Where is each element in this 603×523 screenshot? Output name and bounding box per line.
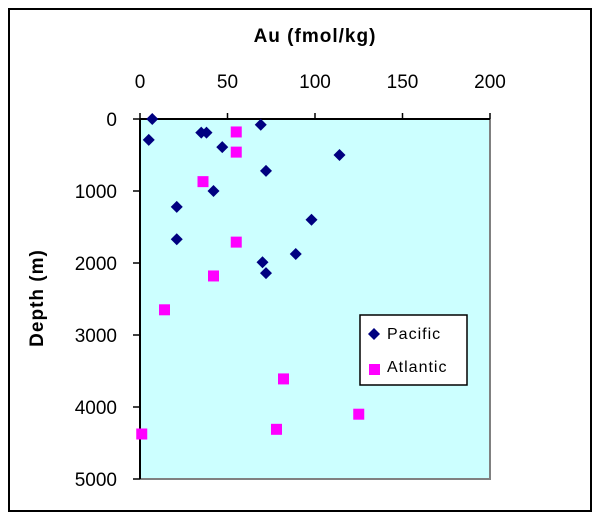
data-series <box>136 113 365 440</box>
data-point-diamond <box>333 149 346 161</box>
data-point-square <box>208 270 219 282</box>
plot-area <box>140 119 490 479</box>
data-point-square <box>278 373 289 385</box>
y-tick-label: 5000 <box>75 470 117 491</box>
data-point-diamond <box>200 126 213 139</box>
data-point-diamond <box>260 267 272 280</box>
data-point-diamond <box>170 233 183 246</box>
data-point-square <box>230 236 242 248</box>
y-tick-label: 4000 <box>75 398 117 419</box>
y-tick-label: 1000 <box>75 182 117 203</box>
x-tick-label: 50 <box>217 72 238 93</box>
x-tick-label: 0 <box>135 72 146 93</box>
data-point-square <box>353 408 365 420</box>
pacific-diamond-icon <box>368 328 380 340</box>
x-axis-title: Au (fmol/kg) <box>254 26 377 47</box>
data-point-diamond <box>256 256 269 269</box>
data-point-square <box>159 304 170 316</box>
data-point-diamond <box>289 248 302 260</box>
legend-label-atlantic: Atlantic <box>387 359 447 376</box>
data-point-diamond <box>170 200 183 213</box>
data-point-diamond <box>146 113 159 125</box>
y-axis-title: Depth (m) <box>27 249 48 347</box>
data-point-diamond <box>305 213 318 226</box>
x-tick-label: 100 <box>299 72 331 93</box>
data-point-square <box>197 176 209 188</box>
data-point-diamond <box>142 133 155 146</box>
legend-label-pacific: Pacific <box>387 326 441 343</box>
series-pacific <box>142 113 346 280</box>
y-tick-label: 0 <box>106 110 117 131</box>
atlantic-square-icon <box>369 364 380 375</box>
y-tick-label: 2000 <box>75 254 117 275</box>
data-point-square <box>230 126 242 138</box>
data-point-diamond <box>216 141 229 154</box>
y-tick-label: 3000 <box>75 326 117 347</box>
data-point-diamond <box>207 185 220 197</box>
x-axis-ticks: 0 50 100 150 200 <box>135 72 506 119</box>
x-tick-label: 150 <box>387 72 419 93</box>
data-point-square <box>136 428 148 440</box>
data-point-square <box>271 423 282 435</box>
data-point-square <box>230 146 242 158</box>
data-point-diamond <box>254 118 267 131</box>
series-atlantic <box>136 126 365 440</box>
legend: Pacific Atlantic <box>359 314 468 386</box>
x-tick-label: 200 <box>474 72 506 93</box>
data-point-diamond <box>260 164 272 177</box>
y-axis-ticks: 0 1000 2000 3000 4000 5000 <box>75 110 140 491</box>
